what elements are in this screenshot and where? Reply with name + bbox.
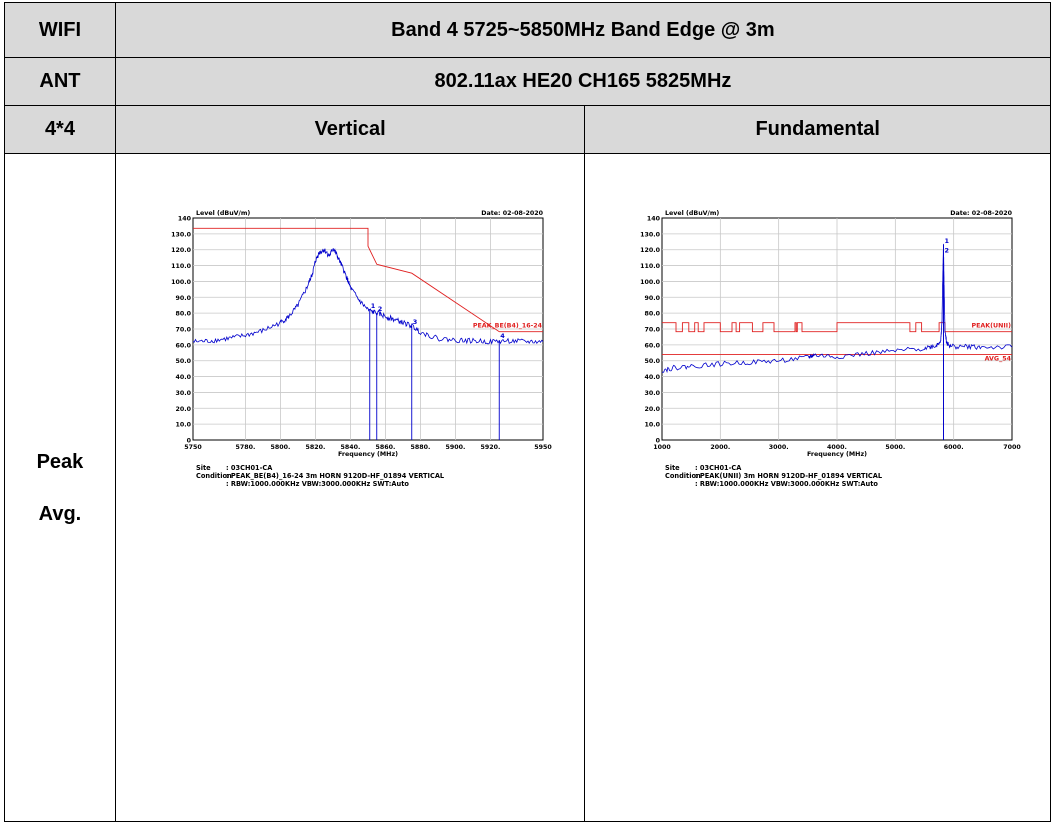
limit-label-avg: AVG_54 [985, 356, 1012, 363]
limit-label: PEAK(UNII) [972, 322, 1012, 329]
fundamental-chart: 0 10.0 20.0 30.0 40.0 50.0 60.0 70.0 80.0 90.0 100… [640, 210, 1022, 488]
y-tick-label: 10.0 [175, 422, 191, 429]
site-key: Site [196, 464, 211, 472]
band-edge-table: WIFI Band 4 5725~5850MHz Band Edge @ 3m … [4, 2, 1051, 822]
condition-value: : PEAK_BE(B4)_16-24 3m HORN 9120D-HF_018… [226, 472, 445, 480]
x-tick-label: 5900. [445, 444, 465, 451]
y-tick-label: 20.0 [645, 406, 661, 413]
x-tick-label: 5000. [886, 444, 906, 451]
x-axis-label: Frequency (MHz) [807, 451, 867, 458]
y-tick-label: 0 [187, 438, 192, 445]
y-tick-label: 60.0 [175, 342, 191, 349]
limit-line [662, 322, 1013, 333]
y-tick-label: 70.0 [175, 327, 191, 334]
x-tick-label: 5820. [305, 444, 325, 451]
fundamental-header-cell: Fundamental [584, 105, 1051, 154]
x-axis-label: Frequency (MHz) [338, 451, 398, 458]
detector-label-cell: Peak Avg. [4, 153, 116, 822]
y-tick-label: 130.0 [640, 231, 661, 238]
y-tick-label: 30.0 [175, 390, 191, 397]
y-tick-label: 30.0 [645, 390, 661, 397]
site-value: : 03CH01-CA [226, 464, 273, 472]
x-tick-label: 3000. [769, 444, 789, 451]
y-tick-label: 80.0 [645, 311, 661, 318]
y-tick-label: 50.0 [645, 358, 661, 365]
y-tick-label: 130.0 [171, 231, 192, 238]
x-tick-label: 5750 [184, 444, 202, 451]
table-row: 4*4 Vertical Fundamental [4, 105, 1051, 154]
y-tick-label: 120.0 [640, 247, 661, 254]
x-tick-label: 7000 [1004, 444, 1022, 451]
y-tick-label: 100.0 [640, 279, 661, 286]
marker-label: 4 [500, 332, 505, 340]
x-tick-label: 5800. [270, 444, 290, 451]
table-row: Peak Avg. 0 10.0 20.0 30.0 40.0 50.0 60.0 70.0 8… [4, 153, 1051, 822]
marker-label: 2 [945, 246, 950, 254]
condition-value: : PEAK(UNII) 3m HORN 9120D-HF_01894 VERT… [695, 472, 883, 480]
y-tick-label: 110.0 [640, 263, 661, 270]
site-key: Site [665, 464, 680, 472]
trace-line [662, 243, 1013, 374]
x-tick-label: 5880. [410, 444, 430, 451]
peak-label: Peak [36, 450, 84, 473]
y-tick-label: 40.0 [645, 374, 661, 381]
date-label: Date: 02-08-2020 [481, 210, 543, 217]
x-tick-label: 5780. [235, 444, 255, 451]
condition-key: Condition [196, 472, 232, 480]
date-label: Date: 02-08-2020 [951, 210, 1013, 217]
x-tick-label: 5840. [340, 444, 360, 451]
y-axis-label: Level (dBuV/m) [196, 210, 250, 217]
table-row: WIFI Band 4 5725~5850MHz Band Edge @ 3m [4, 2, 1051, 58]
x-tick-label: 5860. [375, 444, 395, 451]
y-tick-label: 110.0 [171, 263, 192, 270]
band-edge-vertical-chart: 0 10.0 20.0 30.0 40.0 50.0 60.0 70.0 80.0 90.0 100… [171, 210, 552, 488]
marker-label: 3 [413, 318, 418, 326]
marker-label: 1 [945, 237, 950, 245]
y-tick-label: 140 [178, 216, 192, 223]
y-tick-label: 10.0 [645, 422, 661, 429]
wifi-label-cell: WIFI [4, 2, 116, 58]
y-tick-label: 80.0 [175, 311, 191, 318]
chain-label-cell: 4*4 [4, 105, 116, 154]
fundamental-plot-cell: 0 10.0 20.0 30.0 40.0 50.0 60.0 70.0 80.0 90.0 100… [584, 153, 1051, 822]
y-tick-label: 60.0 [645, 342, 661, 349]
y-tick-label: 100.0 [171, 279, 192, 286]
y-tick-label: 120.0 [171, 247, 192, 254]
y-tick-label: 140 [647, 216, 661, 223]
settings-value: : RBW:1000.000KHz VBW:3000.000KHz SWT:Au… [695, 480, 878, 488]
y-tick-label: 20.0 [175, 406, 191, 413]
x-tick-label: 6000. [944, 444, 964, 451]
y-tick-label: 90.0 [175, 295, 191, 302]
marker-label: 1 [371, 302, 376, 310]
avg-label: Avg. [38, 502, 82, 525]
x-tick-label: 2000. [711, 444, 731, 451]
x-tick-label: 4000. [827, 444, 847, 451]
marker-label: 2 [378, 305, 383, 313]
y-tick-label: 90.0 [645, 295, 661, 302]
vertical-header-cell: Vertical [114, 105, 586, 154]
trace-line [192, 248, 544, 345]
table-row: ANT 802.11ax HE20 CH165 5825MHz [4, 57, 1051, 106]
limit-line [192, 227, 543, 333]
x-tick-label: 1000 [654, 444, 672, 451]
limit-label: PEAK_BE(B4)_16-24 [473, 322, 543, 329]
x-tick-label: 5920. [480, 444, 500, 451]
condition-key: Condition [665, 472, 701, 480]
x-tick-label: 5950 [534, 444, 552, 451]
band-title-cell: Band 4 5725~5850MHz Band Edge @ 3m [114, 2, 1051, 58]
y-tick-label: 40.0 [175, 374, 191, 381]
settings-value: : RBW:1000.000KHz VBW:3000.000KHz SWT:Au… [226, 480, 409, 488]
mode-title-cell: 802.11ax HE20 CH165 5825MHz [114, 57, 1051, 106]
y-tick-label: 0 [656, 438, 661, 445]
vertical-plot-cell: 0 10.0 20.0 30.0 40.0 50.0 60.0 70.0 80.0 90.0 100… [114, 153, 586, 822]
y-tick-label: 70.0 [645, 327, 661, 334]
site-value: : 03CH01-CA [695, 464, 742, 472]
y-axis-label: Level (dBuV/m) [665, 210, 719, 217]
y-tick-label: 50.0 [175, 358, 191, 365]
ant-label-cell: ANT [4, 57, 116, 106]
